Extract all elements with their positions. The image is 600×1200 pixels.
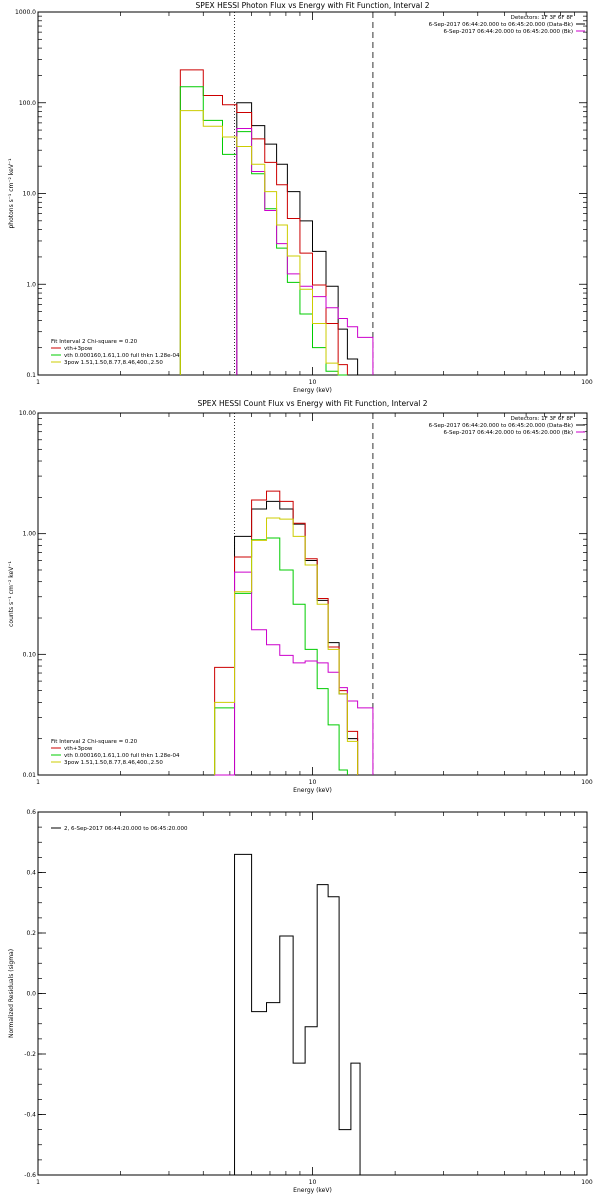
fit-info-text: Fit Interval 2 Chi-square = 0.20 [51, 739, 138, 745]
y-tick-label: -0.6 [24, 1172, 36, 1179]
fit-info-text: Fit Interval 2 Chi-square = 0.20 [51, 339, 138, 345]
data-series-2 [179, 69, 348, 375]
x-tick-label: 10 [309, 1179, 317, 1186]
y-tick-label: 0.1 [26, 372, 36, 379]
x-tick-label: 1 [36, 779, 40, 786]
header-text: 6-Sep-2017 06:44:20.000 to 06:45:20.000 … [429, 423, 573, 429]
y-axis-label: Normalized Residuals (sigma) [8, 949, 15, 1038]
y-tick-label: -0.2 [24, 1051, 36, 1058]
fit-info-text: vth 0.000160,1.61,1.00 full thkn 1.28e-0… [64, 753, 180, 759]
x-axis-label: Energy (keV) [293, 1187, 332, 1194]
x-tick-label: 10 [309, 379, 317, 386]
x-tick-label: 1 [36, 1179, 40, 1186]
chart-panel-2: SPEX HESSI Count Flux vs Energy with Fit… [8, 399, 593, 794]
y-tick-label: -0.4 [24, 1112, 36, 1119]
x-tick-label: 1 [36, 379, 40, 386]
data-series-5 [179, 110, 339, 375]
header-text: Detectors: 1F 3F 6F 8F [511, 15, 573, 21]
y-tick-label: 0.10 [23, 651, 37, 658]
data-series-1 [234, 853, 361, 1175]
header-text: Detectors: 1F 3F 6F 8F [511, 416, 573, 422]
fit-info-text: vth+3pow [64, 746, 93, 752]
fit-info-text: vth 0.000160,1.61,1.00 full thkn 1.28e-0… [64, 353, 180, 359]
x-tick-label: 100 [581, 779, 593, 786]
y-axis-label: counts s⁻¹ cm⁻² keV⁻¹ [8, 561, 15, 627]
header-text: 6-Sep-2017 06:44:20.000 to 06:45:20.000 … [444, 430, 574, 436]
y-tick-label: 0.6 [26, 809, 36, 816]
y-tick-label: 0.4 [26, 870, 36, 877]
chart-title: SPEX HESSI Photon Flux vs Energy with Fi… [196, 1, 430, 10]
data-series-2 [214, 490, 359, 775]
y-tick-label: 1.0 [26, 281, 36, 288]
legend-text: 2, 6-Sep-2017 06:44:20.000 to 06:45:20.0… [64, 826, 188, 832]
y-tick-label: 0.2 [26, 930, 36, 937]
fit-info-text: 3pow 1.51,1.50,8.77,8.46,400.,2.50 [64, 760, 163, 766]
y-tick-label: 10.00 [19, 410, 36, 417]
x-tick-label: 100 [581, 379, 593, 386]
chart-title: SPEX HESSI Count Flux vs Energy with Fit… [197, 399, 427, 408]
y-axis-label: photons s⁻¹ cm⁻² keV⁻¹ [8, 158, 15, 229]
x-axis-label: Energy (keV) [293, 387, 332, 394]
fit-info-text: 3pow 1.51,1.50,8.77,8.46,400.,2.50 [64, 360, 163, 366]
y-tick-label: 0.0 [26, 991, 36, 998]
data-series-4 [236, 128, 374, 375]
chart-panel-3: 1 10 100 Energy (keV) -0.6 -0.4 -0.2 0.0 0.2 0.4 0… [8, 809, 593, 1194]
y-tick-label: 10.0 [23, 191, 37, 198]
header-text: 6-Sep-2017 06:44:20.000 to 06:45:20.000 … [444, 29, 574, 35]
data-series-1 [236, 102, 359, 375]
data-series-5 [214, 517, 359, 775]
y-tick-label: 0.01 [23, 772, 37, 779]
data-series-3 [214, 537, 348, 775]
x-axis-label: Energy (keV) [293, 787, 332, 794]
y-tick-label: 1000.0 [15, 9, 36, 16]
y-tick-label: 100.0 [19, 100, 36, 107]
fit-info-text: vth+3pow [64, 346, 93, 352]
x-tick-label: 10 [309, 779, 317, 786]
chart-panel-1: SPEX HESSI Photon Flux vs Energy with Fi… [8, 1, 593, 394]
y-tick-label: 1.00 [23, 531, 37, 538]
header-text: 6-Sep-2017 06:44:20.000 to 06:45:20.000 … [429, 22, 573, 28]
x-tick-label: 100 [581, 1179, 593, 1186]
